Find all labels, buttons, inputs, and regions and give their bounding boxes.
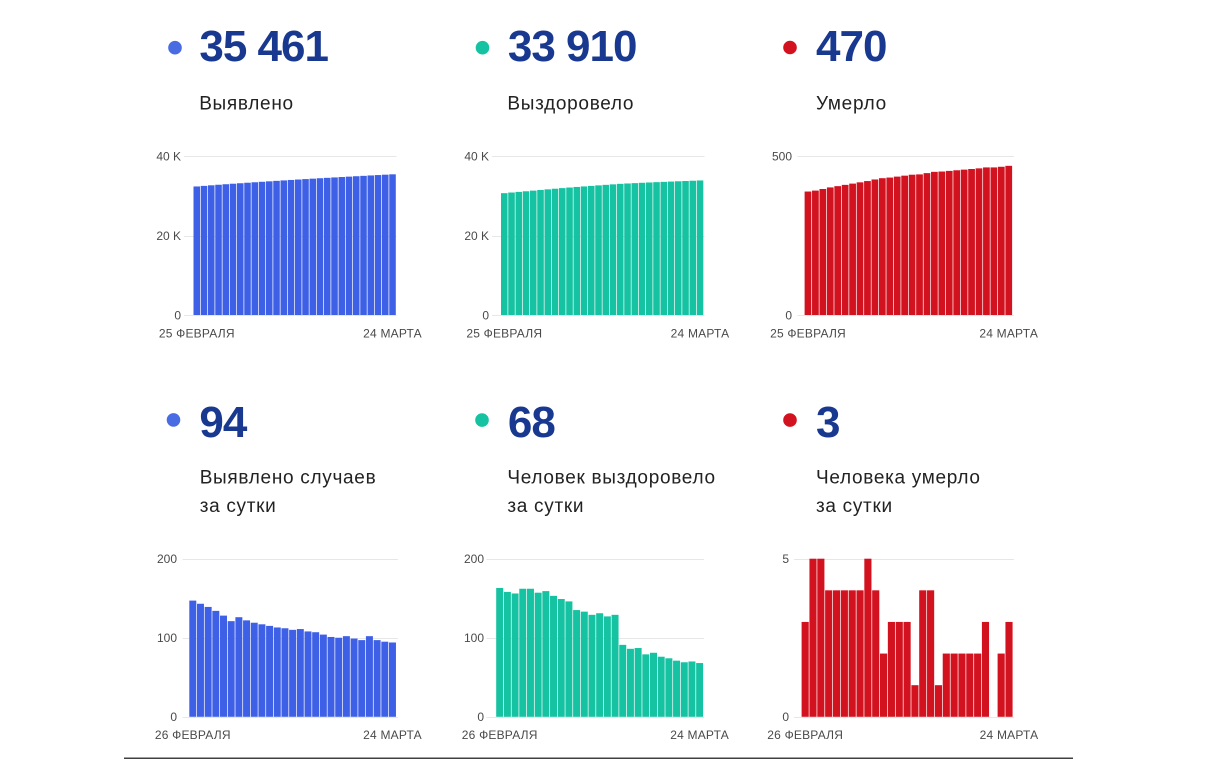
- svg-text:Умерло: Умерло: [816, 93, 887, 114]
- svg-text:24 МАРТА: 24 МАРТА: [979, 327, 1038, 341]
- svg-text:100: 100: [464, 631, 484, 645]
- svg-text:500: 500: [772, 150, 792, 164]
- svg-text:40 K: 40 K: [156, 150, 181, 164]
- svg-text:Выявлено случаев: Выявлено случаев: [200, 468, 377, 489]
- svg-text:35 461: 35 461: [199, 22, 328, 71]
- svg-text:за сутки: за сутки: [507, 496, 584, 517]
- svg-text:0: 0: [782, 710, 789, 724]
- svg-text:40 K: 40 K: [464, 150, 489, 164]
- svg-text:20 K: 20 K: [156, 229, 181, 243]
- svg-text:0: 0: [477, 710, 484, 724]
- svg-text:470: 470: [816, 22, 886, 71]
- svg-text:25 ФЕВРАЛЯ: 25 ФЕВРАЛЯ: [159, 327, 235, 341]
- svg-text:33 910: 33 910: [508, 22, 637, 71]
- svg-text:24 МАРТА: 24 МАРТА: [671, 327, 730, 341]
- svg-text:0: 0: [174, 308, 181, 322]
- svg-text:200: 200: [157, 552, 177, 566]
- svg-text:24 МАРТА: 24 МАРТА: [363, 327, 422, 341]
- svg-text:200: 200: [464, 552, 484, 566]
- svg-text:24 МАРТА: 24 МАРТА: [980, 728, 1039, 742]
- svg-text:Человек выздоровело: Человек выздоровело: [507, 468, 715, 489]
- svg-text:94: 94: [199, 398, 247, 447]
- svg-text:24 МАРТА: 24 МАРТА: [363, 728, 422, 742]
- svg-text:100: 100: [157, 631, 177, 645]
- svg-text:26 ФЕВРАЛЯ: 26 ФЕВРАЛЯ: [462, 728, 538, 742]
- svg-text:24 МАРТА: 24 МАРТА: [670, 728, 729, 742]
- svg-text:68: 68: [508, 398, 555, 447]
- svg-text:0: 0: [482, 308, 489, 322]
- svg-text:3: 3: [816, 398, 839, 447]
- svg-text:Человека умерло: Человека умерло: [816, 468, 981, 489]
- svg-text:за сутки: за сутки: [200, 496, 277, 517]
- svg-text:25 ФЕВРАЛЯ: 25 ФЕВРАЛЯ: [770, 327, 846, 341]
- svg-text:за сутки: за сутки: [816, 496, 893, 517]
- svg-text:0: 0: [785, 308, 792, 322]
- svg-text:20 K: 20 K: [464, 229, 489, 243]
- svg-text:Выявлено: Выявлено: [199, 93, 294, 114]
- svg-text:5: 5: [782, 552, 789, 566]
- svg-text:26 ФЕВРАЛЯ: 26 ФЕВРАЛЯ: [155, 728, 231, 742]
- svg-text:Выздоровело: Выздоровело: [507, 93, 634, 114]
- svg-text:25 ФЕВРАЛЯ: 25 ФЕВРАЛЯ: [466, 327, 542, 341]
- svg-text:0: 0: [170, 710, 177, 724]
- svg-text:26 ФЕВРАЛЯ: 26 ФЕВРАЛЯ: [767, 728, 843, 742]
